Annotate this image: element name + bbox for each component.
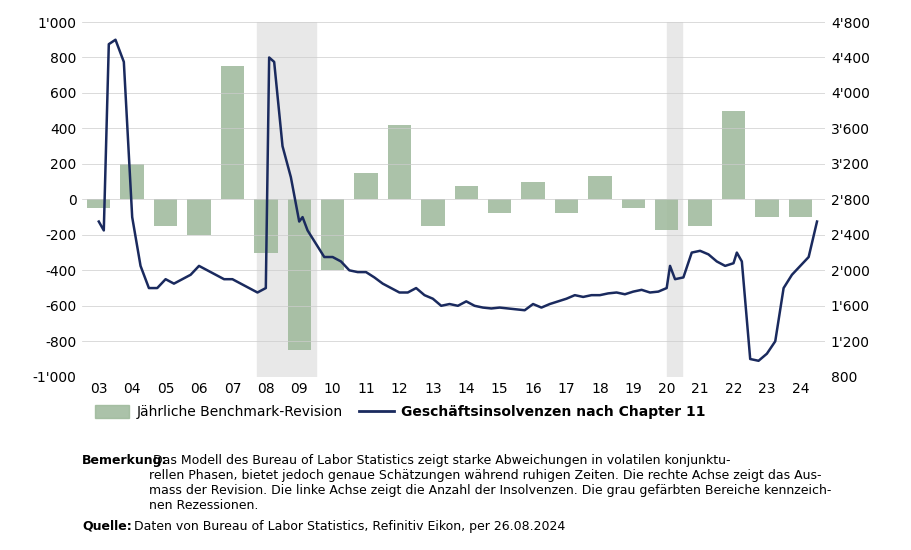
Bar [321, 200, 344, 270]
Bar [788, 200, 811, 217]
Bar [521, 182, 544, 200]
Bar [254, 200, 277, 252]
Bar [120, 164, 144, 200]
Text: Bemerkung:: Bemerkung: [82, 454, 168, 467]
Text: Das Modell des Bureau of Labor Statistics zeigt starke Abweichungen in volatilen: Das Modell des Bureau of Labor Statistic… [148, 454, 830, 512]
Bar [154, 200, 177, 226]
Bar [588, 177, 611, 200]
Bar [354, 173, 377, 200]
Legend: Jährliche Benchmark-Revision, Geschäftsinsolvenzen nach Chapter 11: Jährliche Benchmark-Revision, Geschäftsi… [89, 400, 710, 425]
Bar [421, 200, 444, 226]
Bar [287, 200, 311, 350]
Text: Daten von Bureau of Labor Statistics, Refinitiv Eikon, per 26.08.2024: Daten von Bureau of Labor Statistics, Re… [130, 520, 565, 533]
Bar [688, 200, 711, 226]
Text: Quelle:: Quelle: [82, 520, 132, 533]
Bar [554, 200, 578, 213]
Bar [666, 22, 681, 377]
Bar [220, 67, 244, 200]
Bar [454, 186, 477, 200]
Bar [654, 200, 678, 230]
Bar [257, 22, 315, 377]
Bar [187, 200, 210, 235]
Bar [721, 111, 744, 200]
Bar [387, 125, 411, 200]
Bar [754, 200, 778, 217]
Bar [87, 200, 110, 208]
Bar [621, 200, 644, 208]
Bar [487, 200, 511, 213]
